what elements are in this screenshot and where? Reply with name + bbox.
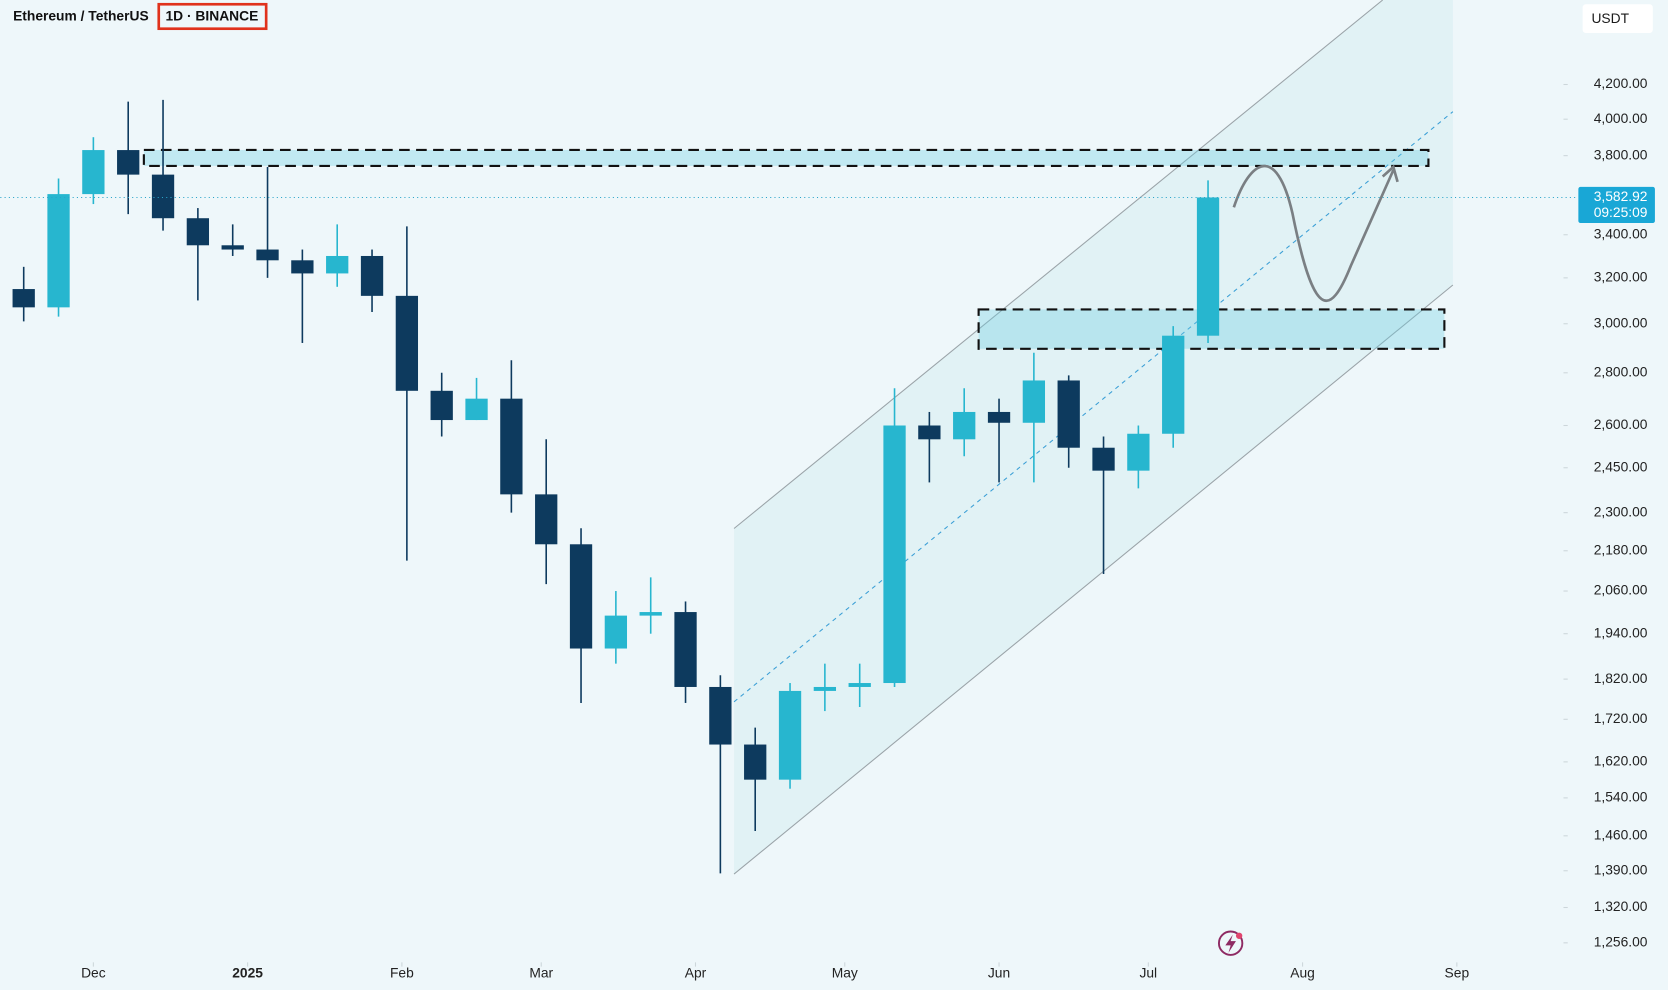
interval-label: 1D · BINANCE [165,8,258,24]
candle-body [744,744,767,780]
x-tick-label: Sep [1445,965,1470,981]
symbol-title: Ethereum / TetherUS [13,8,149,24]
last-price-label: 3,582.92 [1594,188,1648,204]
y-tick-label: 1,820.00 [1594,670,1648,686]
x-tick-label: Aug [1290,965,1315,981]
y-tick-label: 3,000.00 [1594,314,1648,330]
channel-lower [733,284,1454,875]
y-tick-label: 1,620.00 [1594,753,1648,769]
y-tick-label: 2,800.00 [1594,363,1648,379]
y-tick-label: 2,300.00 [1594,503,1648,519]
y-tick-label: 1,256.00 [1594,933,1648,949]
candle-body [918,425,941,440]
y-tick-label: 2,060.00 [1594,582,1648,598]
candle-body [326,255,349,274]
candle-body [778,690,802,780]
candle-body [117,150,140,175]
y-tick-label: 4,000.00 [1594,110,1648,126]
alert-icon[interactable] [1217,930,1244,956]
y-tick-label: 2,600.00 [1594,416,1648,432]
candle-body [604,615,628,649]
candle-body [674,612,697,687]
y-tick-label: 1,460.00 [1594,826,1648,842]
candle-body [813,686,837,691]
candle-body [535,494,558,545]
candle-body [1092,447,1115,471]
candle-body [291,260,314,274]
candle-body [709,686,732,745]
candle-body [953,411,976,440]
currency-box[interactable] [1582,4,1653,33]
candle-body [47,194,70,308]
y-tick-label: 1,540.00 [1594,789,1648,805]
projection-path [1232,164,1395,303]
y-tick-label: 1,390.00 [1594,861,1648,877]
y-tick-label: 3,800.00 [1594,146,1648,162]
candle-body [639,612,662,616]
candle-body [82,150,105,195]
projection-arrow [1381,164,1399,183]
candle-body [186,218,210,246]
candle-body [430,390,453,421]
candle-body [1127,433,1150,471]
x-tick-label: Dec [81,965,106,981]
candle-body [1057,380,1080,448]
y-tick-label: 2,180.00 [1594,541,1648,557]
interval-box [157,2,268,31]
x-tick-label: Jun [988,965,1010,981]
candle-body [987,411,1011,423]
alert-dot [1235,932,1243,939]
candle-body [1196,197,1220,336]
alert-icon-bolt [1225,934,1236,953]
x-tick-label: Apr [685,965,707,981]
y-tick-label: 1,320.00 [1594,898,1648,914]
candle-body [395,295,419,391]
y-tick-label: 3,400.00 [1594,225,1648,241]
last-price-box [1578,186,1655,224]
candle-body [360,255,384,296]
y-tick-label: 3,200.00 [1594,269,1648,285]
y-tick-label: 1,720.00 [1594,710,1648,726]
candle-body [569,544,593,649]
candle-body [256,249,279,261]
candle-body [151,174,175,219]
candle-body [848,683,871,687]
x-tick-label: Feb [390,965,414,981]
candle-body [12,289,35,308]
countdown-label: 09:25:09 [1594,204,1648,220]
y-tick-label: 2,450.00 [1594,458,1648,474]
x-tick-label: 2025 [232,965,263,981]
channel-mid [733,111,1454,703]
candle-body [221,245,244,250]
y-tick-label: 4,200.00 [1594,75,1648,91]
candle-body [500,398,523,495]
resistance-zone [142,148,1430,167]
candle-body [1022,380,1046,423]
channel-upper [733,0,1384,529]
x-tick-label: Mar [529,965,553,981]
currency-label[interactable]: USDT [1591,10,1629,26]
x-tick-label: May [832,965,858,981]
x-tick-label: Jul [1139,965,1157,981]
candle-body [883,425,906,684]
plot-area [12,99,1220,874]
channel-fill [734,0,1453,875]
candle-body [1162,335,1185,434]
candle-body [465,398,488,421]
y-tick-label: 1,940.00 [1594,624,1648,640]
